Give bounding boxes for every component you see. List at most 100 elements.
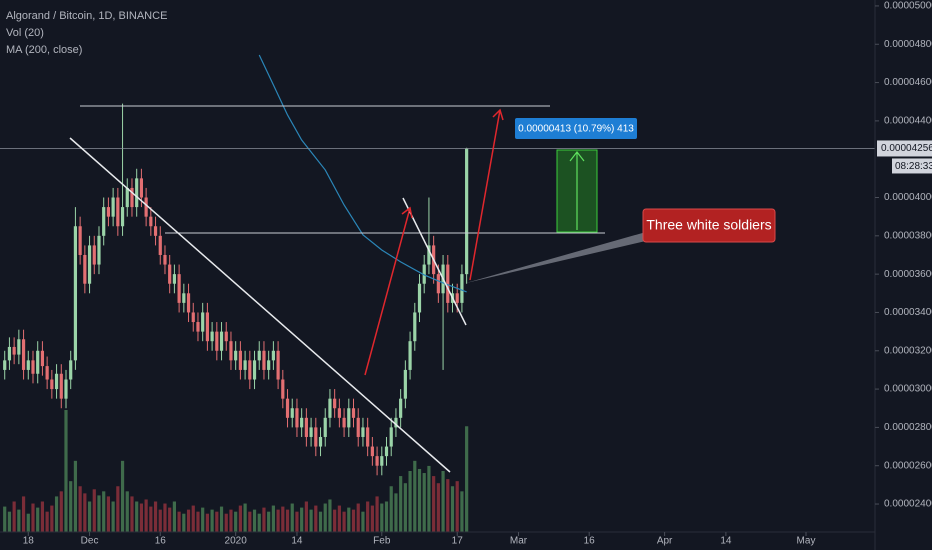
candle-body <box>149 216 153 227</box>
x-tick-label: May <box>797 536 816 547</box>
arrow <box>364 206 413 376</box>
candle-body <box>285 398 290 418</box>
candle-body <box>7 346 12 361</box>
volume-bar <box>342 511 346 532</box>
candle-body <box>290 408 294 418</box>
callout-text: Three white soldiers <box>646 217 771 233</box>
volume-bar <box>139 503 144 532</box>
candle-body <box>36 350 40 374</box>
countdown-box <box>892 158 932 174</box>
y-tick-label: 0.00003000 <box>884 384 932 395</box>
candle-body <box>366 427 370 447</box>
volume-bar <box>106 496 111 532</box>
volume-bar <box>64 410 68 532</box>
candle-body <box>380 456 384 466</box>
y-tick-label: 0.00004000 <box>884 192 932 203</box>
volume-bar <box>295 511 299 532</box>
candle-body <box>83 254 87 284</box>
candle-body <box>130 187 134 208</box>
volume-bar <box>347 507 351 532</box>
x-tick-label: 14 <box>291 536 303 547</box>
x-tick-label: Dec <box>81 536 99 547</box>
volume-bar <box>78 486 82 532</box>
candle-body <box>422 264 426 284</box>
volume-bar <box>36 507 40 532</box>
volume-bar <box>97 495 101 532</box>
candle-body <box>120 207 125 227</box>
callout-box <box>642 208 776 243</box>
volume-bar <box>168 507 172 532</box>
volume-bar <box>328 499 332 532</box>
candle-body <box>238 350 242 370</box>
candle-body <box>182 293 186 303</box>
candle-body <box>465 148 469 275</box>
candle-body <box>144 197 148 217</box>
x-tick-label: 16 <box>155 536 167 547</box>
volume-bar <box>455 481 459 532</box>
candle-body <box>323 417 327 437</box>
candle-body <box>347 408 351 428</box>
candle-body <box>158 235 162 255</box>
volume-bar <box>153 501 158 532</box>
volume-bar <box>73 460 78 532</box>
candle-body <box>97 235 101 265</box>
volume-bar <box>450 486 455 532</box>
volume-bar <box>413 460 417 532</box>
trend-line <box>402 197 467 326</box>
volume-bar <box>243 503 247 532</box>
measure-arrow <box>569 151 585 230</box>
candle-body <box>186 293 191 313</box>
volume-bar <box>465 426 469 532</box>
y-tick-label: 0.00004600 <box>884 77 932 88</box>
volume-bar <box>196 511 200 532</box>
volume-bar <box>304 501 308 532</box>
candle-body <box>318 436 323 447</box>
x-tick-label: 16 <box>584 536 596 547</box>
candle-body <box>403 369 407 399</box>
candle-body <box>139 178 144 198</box>
volume-bar <box>248 511 252 532</box>
volume-bar <box>314 505 318 532</box>
candle-body <box>191 312 195 323</box>
volume-bar <box>234 511 238 532</box>
volume-bar <box>224 513 228 532</box>
volume-bar <box>281 506 285 532</box>
candle-body <box>309 427 313 437</box>
volume-bar <box>201 507 205 532</box>
candle-body <box>375 456 379 466</box>
volume-bar <box>356 503 360 532</box>
volume-bar <box>403 483 407 532</box>
volume-bar <box>12 501 16 532</box>
candle-body <box>389 427 393 447</box>
volume-bar <box>318 511 323 532</box>
volume-bar <box>87 501 92 532</box>
volume-bar <box>92 489 96 532</box>
volume-bar <box>102 491 106 532</box>
candle-body <box>342 417 346 428</box>
volume-bar <box>389 486 393 532</box>
candle-body <box>73 226 78 361</box>
volume-bar <box>337 505 341 532</box>
candle-body <box>31 360 35 374</box>
candle-body <box>87 245 92 284</box>
volume-bar <box>436 483 440 532</box>
volume-bar <box>69 481 73 532</box>
candle-body <box>234 350 238 361</box>
candle-body <box>361 427 365 437</box>
candle-body <box>252 360 257 380</box>
candle-body <box>17 339 21 355</box>
x-tick-label: 17 <box>452 536 464 547</box>
candle-body <box>271 350 275 361</box>
candle-body <box>59 373 63 399</box>
candle-body <box>394 417 398 428</box>
candle-body <box>314 427 318 447</box>
y-tick-label: 0.00003200 <box>884 345 932 356</box>
volume-bar <box>290 503 294 532</box>
x-tick-label: 14 <box>720 536 732 547</box>
volume-bar <box>394 493 398 532</box>
candle-body <box>135 178 139 208</box>
volume-bar <box>31 503 35 532</box>
candle-body <box>54 373 59 390</box>
candle-body <box>262 350 266 370</box>
